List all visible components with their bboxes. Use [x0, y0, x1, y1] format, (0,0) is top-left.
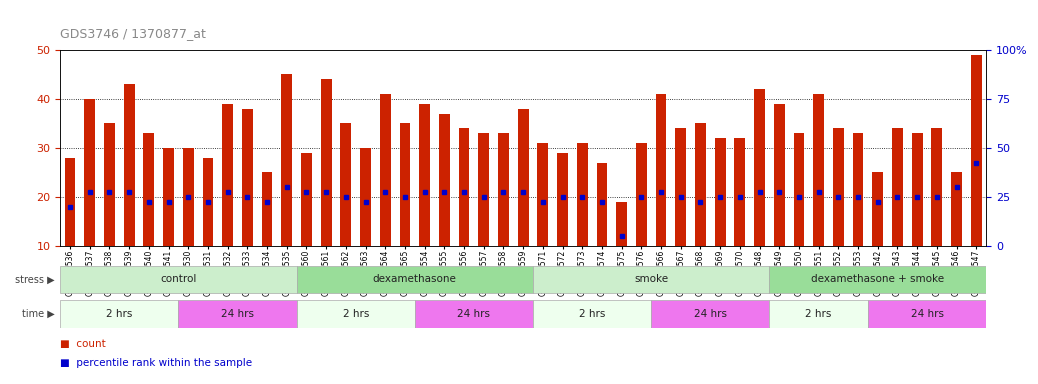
Text: 24 hrs: 24 hrs: [221, 309, 254, 319]
Bar: [577, 143, 588, 246]
Bar: [222, 104, 234, 246]
Bar: [597, 162, 607, 246]
Bar: [676, 128, 686, 246]
Bar: [104, 123, 115, 246]
Bar: [636, 143, 647, 246]
Bar: [124, 84, 135, 246]
Bar: [651, 300, 769, 328]
Bar: [793, 133, 804, 246]
Text: dexamethasone + smoke: dexamethasone + smoke: [811, 274, 945, 285]
Bar: [832, 128, 844, 246]
Bar: [321, 79, 331, 246]
Text: smoke: smoke: [634, 274, 668, 285]
Bar: [498, 133, 509, 246]
Bar: [84, 99, 95, 246]
Bar: [813, 94, 824, 246]
Bar: [419, 104, 430, 246]
Bar: [617, 202, 627, 246]
Bar: [143, 133, 155, 246]
Bar: [872, 172, 883, 246]
Bar: [60, 266, 297, 293]
Bar: [297, 300, 415, 328]
Bar: [868, 300, 986, 328]
Bar: [774, 104, 785, 246]
Bar: [380, 94, 390, 246]
Bar: [179, 300, 297, 328]
Bar: [931, 128, 943, 246]
Bar: [297, 266, 532, 293]
Bar: [479, 133, 489, 246]
Bar: [951, 172, 962, 246]
Bar: [340, 123, 351, 246]
Bar: [415, 300, 532, 328]
Text: 2 hrs: 2 hrs: [579, 309, 605, 319]
Bar: [735, 138, 745, 246]
Bar: [242, 109, 253, 246]
Bar: [163, 148, 174, 246]
Bar: [852, 133, 864, 246]
Bar: [459, 128, 469, 246]
Text: control: control: [160, 274, 196, 285]
Text: 24 hrs: 24 hrs: [693, 309, 727, 319]
Bar: [532, 300, 651, 328]
Bar: [60, 300, 179, 328]
Text: ■  count: ■ count: [60, 339, 106, 349]
Bar: [183, 148, 194, 246]
Bar: [360, 148, 371, 246]
Bar: [715, 138, 726, 246]
Text: dexamethasone: dexamethasone: [373, 274, 457, 285]
Bar: [538, 143, 548, 246]
Bar: [64, 158, 76, 246]
Text: 24 hrs: 24 hrs: [458, 309, 490, 319]
Bar: [202, 158, 214, 246]
Bar: [518, 109, 528, 246]
Bar: [911, 133, 923, 246]
Bar: [400, 123, 410, 246]
Text: GDS3746 / 1370877_at: GDS3746 / 1370877_at: [60, 27, 207, 40]
Bar: [301, 153, 311, 246]
Text: 2 hrs: 2 hrs: [343, 309, 368, 319]
Bar: [262, 172, 272, 246]
Bar: [656, 94, 666, 246]
Text: 2 hrs: 2 hrs: [805, 309, 831, 319]
Bar: [769, 300, 868, 328]
Bar: [557, 153, 568, 246]
Bar: [971, 55, 982, 246]
Bar: [439, 114, 449, 246]
Text: stress ▶: stress ▶: [16, 274, 55, 285]
Bar: [695, 123, 706, 246]
Text: 24 hrs: 24 hrs: [910, 309, 944, 319]
Text: time ▶: time ▶: [22, 309, 55, 319]
Bar: [755, 89, 765, 246]
Text: 2 hrs: 2 hrs: [106, 309, 133, 319]
Text: ■  percentile rank within the sample: ■ percentile rank within the sample: [60, 358, 252, 368]
Bar: [892, 128, 903, 246]
Bar: [281, 74, 292, 246]
Bar: [532, 266, 769, 293]
Bar: [769, 266, 986, 293]
